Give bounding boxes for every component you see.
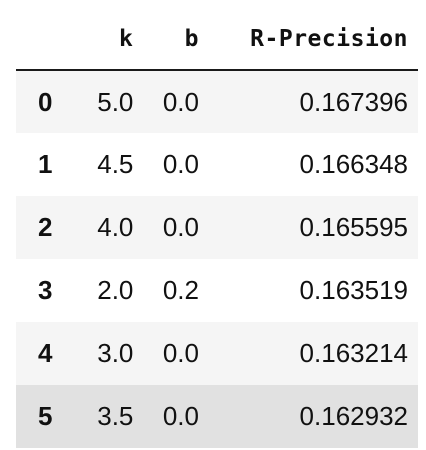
cell-k: 4.0 <box>97 212 134 242</box>
table-row: 2 4.0 0.0 0.165595 <box>16 196 418 259</box>
table-row: 3 2.0 0.2 0.163519 <box>16 259 418 322</box>
cell-b: 0.0 <box>162 338 199 368</box>
cell-k: 4.5 <box>97 149 134 179</box>
table-header-row: k b R-Precision <box>16 0 418 71</box>
cell-b: 0.0 <box>162 212 199 242</box>
cell-b: 0.0 <box>162 149 199 179</box>
row-index: 4 <box>38 338 53 368</box>
column-header-r-precision: R-Precision <box>201 0 418 71</box>
column-header-b: b <box>133 0 201 71</box>
row-index: 0 <box>38 86 53 117</box>
cell-r-precision: 0.162932 <box>299 401 408 431</box>
cell-r-precision: 0.163519 <box>299 275 408 305</box>
row-index: 1 <box>38 149 53 179</box>
table-row: 1 4.5 0.0 0.166348 <box>16 133 418 196</box>
cell-b: 0.0 <box>162 401 199 431</box>
cell-k: 3.0 <box>97 338 134 368</box>
cell-b: 0.2 <box>162 275 199 305</box>
cell-r-precision: 0.165595 <box>299 212 408 242</box>
cell-r-precision: 0.163214 <box>299 338 408 368</box>
cell-k: 2.0 <box>97 275 134 305</box>
cell-b: 0.0 <box>162 86 199 117</box>
row-index: 5 <box>38 401 53 431</box>
table-row: 0 5.0 0.0 0.167396 <box>16 70 418 133</box>
dataframe-table: k b R-Precision 0 5.0 0.0 0.167396 1 4.5… <box>16 0 418 448</box>
index-column-header <box>16 0 78 71</box>
table-row: 4 3.0 0.0 0.163214 <box>16 322 418 385</box>
cell-r-precision: 0.166348 <box>299 149 408 179</box>
cell-k: 5.0 <box>97 86 134 117</box>
row-index: 2 <box>38 212 53 242</box>
table-row-hovered: 5 3.5 0.0 0.162932 <box>16 385 418 448</box>
row-index: 3 <box>38 275 53 305</box>
column-header-k: k <box>77 0 134 71</box>
cell-k: 3.5 <box>97 401 134 431</box>
cell-r-precision: 0.167396 <box>299 86 408 117</box>
